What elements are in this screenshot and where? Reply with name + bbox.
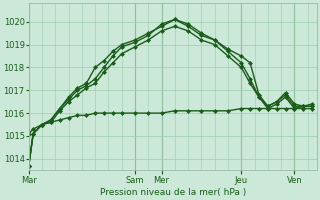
- X-axis label: Pression niveau de la mer( hPa ): Pression niveau de la mer( hPa ): [100, 188, 246, 197]
